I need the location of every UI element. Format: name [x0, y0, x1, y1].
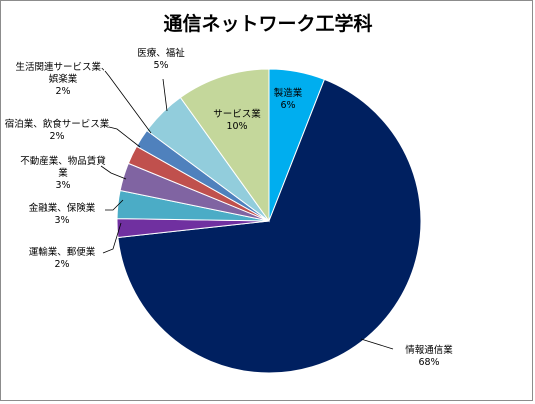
slice-percent: 10% [226, 121, 247, 132]
slice-labels: 製造業 6%情報通信業 68%運輸業、郵便業 2%金融業、保険業 3%不動産業、物品賃貸… [5, 47, 454, 368]
slice-percent: 3% [55, 180, 70, 191]
slice-percent: 68% [418, 357, 439, 368]
slice-name: 製造業 [274, 87, 303, 99]
leader-line [360, 338, 394, 350]
leader-line [108, 126, 141, 148]
leader-line [100, 165, 127, 180]
slice-percent: 2% [49, 131, 64, 142]
pie-slices [116, 68, 422, 374]
slice-name: 業 [58, 167, 68, 179]
slice-name: 運輸業、郵便業 [29, 246, 96, 258]
slice-name: 宿泊業、飲食サービス業 [5, 118, 110, 130]
slice-percent: 6% [280, 100, 295, 111]
slice-label: 医療、福祉 5% [137, 47, 185, 71]
slice-label: 情報通信業 68% [405, 344, 453, 368]
slice-name: 金融業、保険業 [29, 202, 96, 214]
slice-label: サービス業 10% [213, 108, 261, 132]
chart-title: 通信ネットワーク工学科 [163, 12, 372, 35]
slice-percent: 2% [54, 259, 69, 270]
slice-name: 医療、福祉 [137, 47, 185, 59]
slice-label: 宿泊業、飲食サービス業 2% [5, 118, 110, 142]
pie-slice [117, 78, 422, 374]
slice-name: 娯楽業 [49, 73, 78, 85]
leader-line [162, 78, 168, 112]
slice-name: 情報通信業 [405, 344, 453, 356]
slice-percent: 5% [153, 60, 168, 71]
leader-line [104, 70, 152, 134]
slice-label: 製造業 6% [274, 87, 303, 111]
slice-percent: 2% [55, 86, 70, 97]
slice-label: 金融業、保険業 3% [29, 202, 96, 226]
slice-name: 生活関連サービス業、 [15, 61, 110, 73]
leader-line [102, 222, 122, 254]
leader-line [105, 199, 124, 211]
slice-percent: 3% [54, 215, 69, 226]
slice-label: 運輸業、郵便業 2% [29, 246, 96, 270]
leader-lines [100, 70, 394, 350]
slice-name: 不動産業、物品賃貸 [20, 155, 106, 167]
pie-slice [179, 68, 270, 223]
slice-label: 不動産業、物品賃貸業 3% [20, 155, 106, 191]
slice-name: サービス業 [213, 108, 261, 120]
slice-label: 生活関連サービス業、娯楽業 2% [15, 61, 110, 97]
